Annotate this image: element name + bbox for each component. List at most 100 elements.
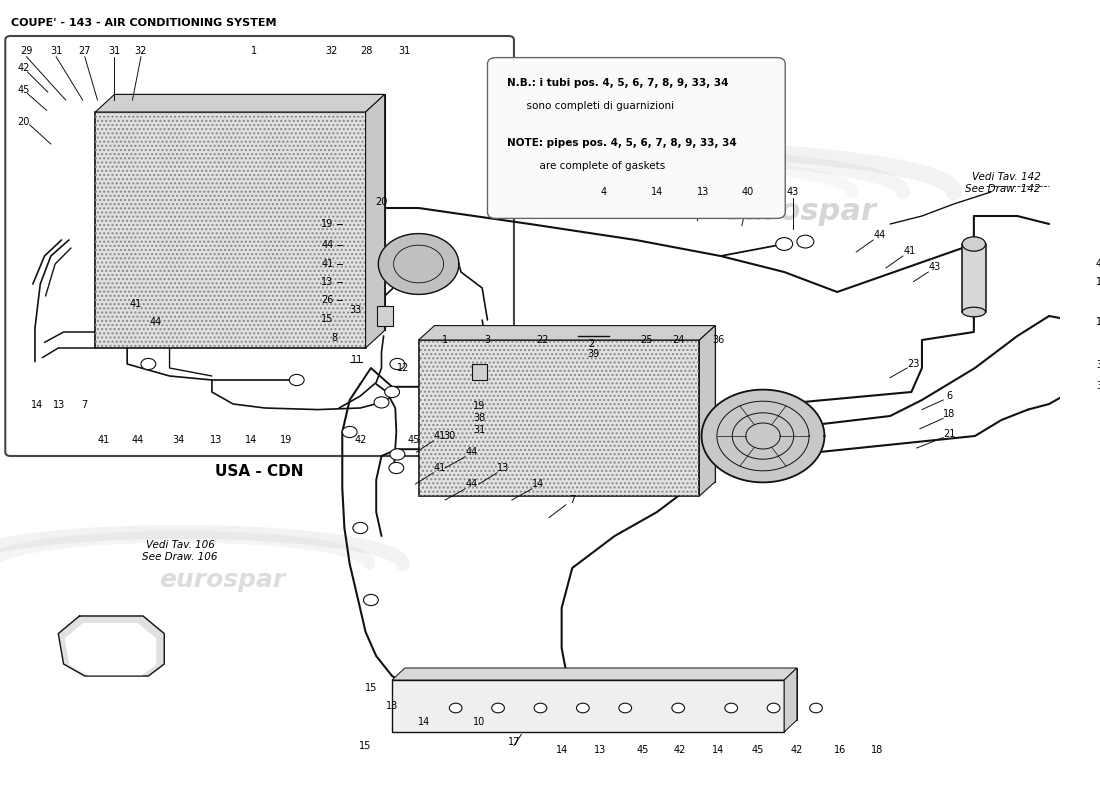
- Text: 44: 44: [132, 435, 144, 445]
- Bar: [96, 112, 365, 348]
- Text: 22: 22: [537, 335, 549, 345]
- Text: USA - CDN: USA - CDN: [216, 465, 304, 479]
- Text: 1: 1: [442, 335, 448, 345]
- Text: 29: 29: [20, 46, 33, 56]
- Text: 42: 42: [18, 63, 30, 73]
- Ellipse shape: [962, 237, 986, 251]
- Text: 14: 14: [556, 745, 568, 754]
- Text: 36: 36: [713, 335, 725, 345]
- Polygon shape: [96, 94, 385, 112]
- Text: 15: 15: [321, 314, 333, 324]
- Text: 4: 4: [601, 187, 607, 197]
- Text: 28: 28: [361, 46, 373, 56]
- Polygon shape: [700, 326, 715, 496]
- Text: 41: 41: [98, 435, 110, 445]
- Circle shape: [141, 358, 156, 370]
- Text: 31: 31: [473, 426, 485, 435]
- Text: sono completi di guarnizioni: sono completi di guarnizioni: [506, 101, 673, 111]
- Circle shape: [390, 449, 405, 460]
- Circle shape: [810, 703, 823, 713]
- Text: 31: 31: [108, 46, 121, 56]
- Circle shape: [776, 238, 793, 250]
- Text: eurospar: eurospar: [723, 198, 877, 226]
- Text: 18: 18: [944, 410, 956, 419]
- Text: 21: 21: [944, 429, 956, 438]
- Circle shape: [767, 703, 780, 713]
- Bar: [434, 326, 715, 482]
- Bar: [96, 112, 365, 348]
- Text: 3: 3: [484, 335, 491, 345]
- Text: 14: 14: [651, 187, 663, 197]
- Circle shape: [363, 594, 378, 606]
- Text: 26: 26: [321, 295, 333, 305]
- Text: 45: 45: [18, 85, 30, 94]
- Circle shape: [672, 703, 684, 713]
- Text: 13: 13: [321, 278, 333, 287]
- Text: 19: 19: [1096, 318, 1100, 327]
- Circle shape: [342, 426, 358, 438]
- Text: 45: 45: [407, 435, 419, 445]
- Text: 1: 1: [251, 46, 257, 56]
- Circle shape: [576, 703, 590, 713]
- Polygon shape: [702, 390, 825, 482]
- Text: Vedi Tav. 106
See Draw. 106: Vedi Tav. 106 See Draw. 106: [142, 540, 218, 562]
- Polygon shape: [378, 234, 459, 294]
- Text: 44: 44: [150, 317, 162, 326]
- Text: 19: 19: [1096, 277, 1100, 286]
- Circle shape: [374, 397, 389, 408]
- Bar: [114, 94, 385, 330]
- Circle shape: [390, 358, 405, 370]
- Text: 45: 45: [637, 745, 649, 754]
- Text: 18: 18: [871, 745, 883, 754]
- Text: 35: 35: [1096, 382, 1100, 391]
- Text: 14: 14: [245, 435, 257, 445]
- Polygon shape: [58, 616, 164, 676]
- Polygon shape: [419, 326, 715, 340]
- Text: 31: 31: [50, 46, 63, 56]
- Text: 15: 15: [360, 741, 372, 750]
- Text: N.B.: i tubi pos. 4, 5, 6, 7, 8, 9, 33, 34: N.B.: i tubi pos. 4, 5, 6, 7, 8, 9, 33, …: [506, 78, 728, 89]
- Circle shape: [353, 522, 367, 534]
- Text: 15: 15: [365, 683, 377, 693]
- Text: 13: 13: [497, 463, 509, 473]
- Polygon shape: [392, 668, 796, 680]
- Text: 14: 14: [713, 745, 725, 754]
- Text: 12: 12: [396, 363, 409, 373]
- FancyBboxPatch shape: [487, 58, 785, 218]
- Text: 30: 30: [443, 431, 455, 441]
- Text: 27: 27: [78, 46, 91, 56]
- Text: 40: 40: [1096, 259, 1100, 269]
- Text: 11: 11: [351, 355, 363, 365]
- Text: 41: 41: [130, 299, 142, 309]
- Text: 32: 32: [326, 46, 338, 56]
- Text: 37: 37: [1096, 360, 1100, 370]
- Text: 42: 42: [354, 435, 366, 445]
- Text: 24: 24: [672, 335, 684, 345]
- Text: Vedi Tav. 142
See Draw. 142: Vedi Tav. 142 See Draw. 142: [965, 172, 1041, 194]
- Text: 6: 6: [946, 391, 953, 401]
- Circle shape: [385, 386, 399, 398]
- Bar: [377, 306, 393, 326]
- Text: 13: 13: [386, 701, 398, 710]
- Text: 13: 13: [53, 400, 66, 410]
- Text: 41: 41: [903, 246, 915, 256]
- Text: 13: 13: [210, 435, 222, 445]
- Circle shape: [289, 374, 304, 386]
- Text: 10: 10: [473, 718, 485, 727]
- Text: 41: 41: [321, 259, 333, 269]
- Circle shape: [619, 703, 631, 713]
- Text: 33: 33: [349, 306, 361, 315]
- Text: 8: 8: [332, 333, 338, 342]
- Circle shape: [796, 235, 814, 248]
- Text: 43: 43: [928, 262, 940, 272]
- Text: 44: 44: [873, 230, 886, 240]
- Circle shape: [535, 703, 547, 713]
- Text: 34: 34: [172, 435, 184, 445]
- Text: 20: 20: [18, 117, 30, 126]
- Text: 7: 7: [81, 400, 88, 410]
- Polygon shape: [65, 624, 155, 674]
- Text: 41: 41: [433, 463, 446, 473]
- FancyBboxPatch shape: [6, 36, 514, 456]
- Bar: [419, 340, 700, 496]
- Text: 13: 13: [696, 187, 708, 197]
